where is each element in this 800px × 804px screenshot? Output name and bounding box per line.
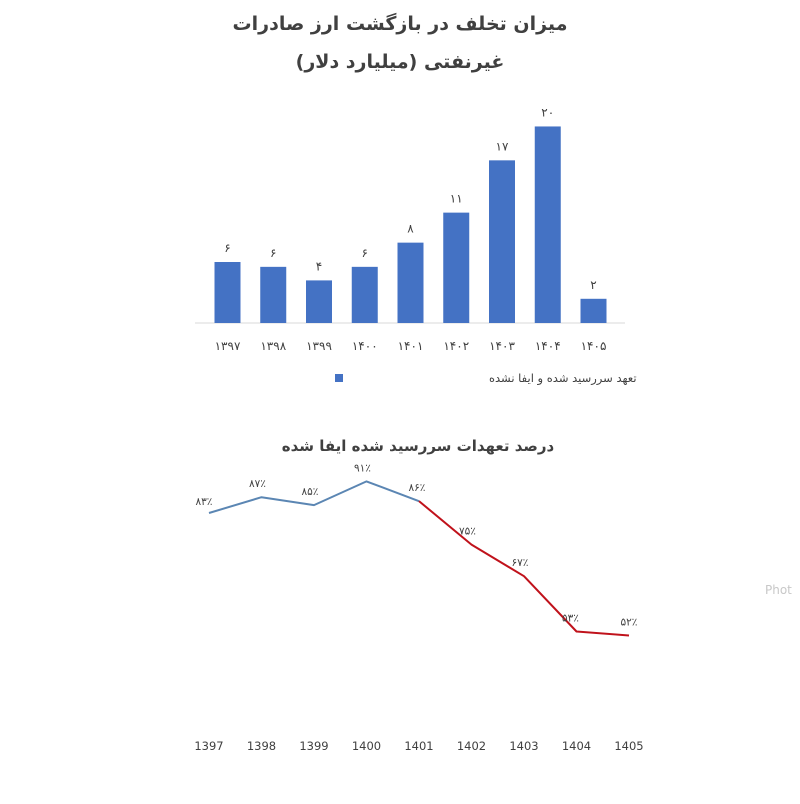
line-year-tick-0: 1397	[194, 739, 223, 753]
bar-category-tick-7: ۱۴۰۴	[535, 339, 561, 353]
bar-legend: تعهد سررسید شده و ایفا نشده	[335, 371, 637, 386]
bar-category-tick-2: ۱۳۹۹	[306, 339, 332, 353]
line-value-label-7: ۵۳٪	[562, 613, 579, 625]
line-value-label-2: ۸۵٪	[302, 486, 319, 498]
bar-8	[581, 299, 607, 323]
line-year-tick-2: 1399	[299, 739, 328, 753]
bar-2	[306, 280, 332, 323]
bar-6	[489, 160, 515, 323]
line-value-label-4: ۸۶٪	[409, 482, 426, 494]
line-value-label-5: ۷۵٪	[459, 526, 476, 538]
line-chart: ۸۳٪ 1397 ۸۷٪ 1398 ۸۵٪ 1399 ۹۱٪ 1400 ۸۶٪ 1401 ۷۵٪ 14…	[194, 462, 643, 753]
watermark: Phot	[765, 583, 792, 597]
bar-value-label-1: ۶	[270, 246, 276, 260]
bar-value-label-3: ۶	[362, 246, 368, 260]
bar-value-label-6: ۱۷	[496, 139, 509, 153]
bar-chart-title-line1: میزان تخلف در بازگشت ارز صادرات	[233, 12, 568, 35]
bar-category-tick-6: ۱۴۰۳	[489, 339, 515, 353]
bar-1	[260, 267, 286, 323]
line-year-tick-5: 1402	[457, 739, 486, 753]
bar-0	[215, 262, 241, 323]
bar-value-label-8: ۲	[590, 278, 596, 292]
bar-4	[398, 243, 424, 323]
bar-category-tick-4: ۱۴۰۱	[398, 339, 424, 353]
bar-category-tick-5: ۱۴۰۲	[443, 339, 469, 353]
line-year-tick-8: 1405	[614, 739, 643, 753]
bar-7	[535, 126, 561, 323]
bar-category-tick-1: ۱۳۹۸	[260, 339, 286, 353]
bar-chart-title-line2: غیرنفتی (میلیارد دلار)	[296, 51, 505, 73]
line-year-tick-4: 1401	[404, 739, 433, 753]
line-value-label-6: ۶۷٪	[512, 557, 529, 569]
line-value-label-1: ۸۷٪	[249, 478, 266, 490]
line-year-tick-6: 1403	[509, 739, 538, 753]
bar-3	[352, 267, 378, 323]
line-year-tick-3: 1400	[352, 739, 381, 753]
bar-value-label-2: ۴	[316, 259, 322, 273]
line-value-label-0: ۸۳٪	[196, 496, 213, 508]
legend-label: تعهد سررسید شده و ایفا نشده	[489, 371, 637, 386]
line-year-tick-1: 1398	[247, 739, 276, 753]
line-year-tick-7: 1404	[562, 739, 591, 753]
bar-chart: ۶ ۱۳۹۷ ۶ ۱۳۹۸ ۴ ۱۳۹۹ ۶ ۱۴۰۰ ۸ ۱۴۰۱ ۱۱ ۱۴۰۲ ۱۷ ۱۴۰۳ ۲۰ ۱…	[195, 105, 625, 353]
legend-swatch	[335, 374, 343, 382]
bar-value-label-7: ۲۰	[541, 105, 554, 119]
line-value-label-8: ۵۲٪	[621, 616, 638, 628]
bar-value-label-5: ۱۱	[450, 192, 463, 206]
bar-category-tick-0: ۱۳۹۷	[215, 339, 241, 353]
line-chart-title: درصد تعهدات سررسید شده ایفا شده	[282, 437, 555, 455]
bar-category-tick-3: ۱۴۰۰	[352, 339, 378, 353]
bar-5	[443, 213, 469, 323]
bar-value-label-0: ۶	[224, 241, 230, 255]
bar-value-label-4: ۸	[407, 222, 414, 236]
bar-category-tick-8: ۱۴۰۵	[581, 339, 607, 353]
line-value-label-3: ۹۱٪	[354, 462, 371, 474]
